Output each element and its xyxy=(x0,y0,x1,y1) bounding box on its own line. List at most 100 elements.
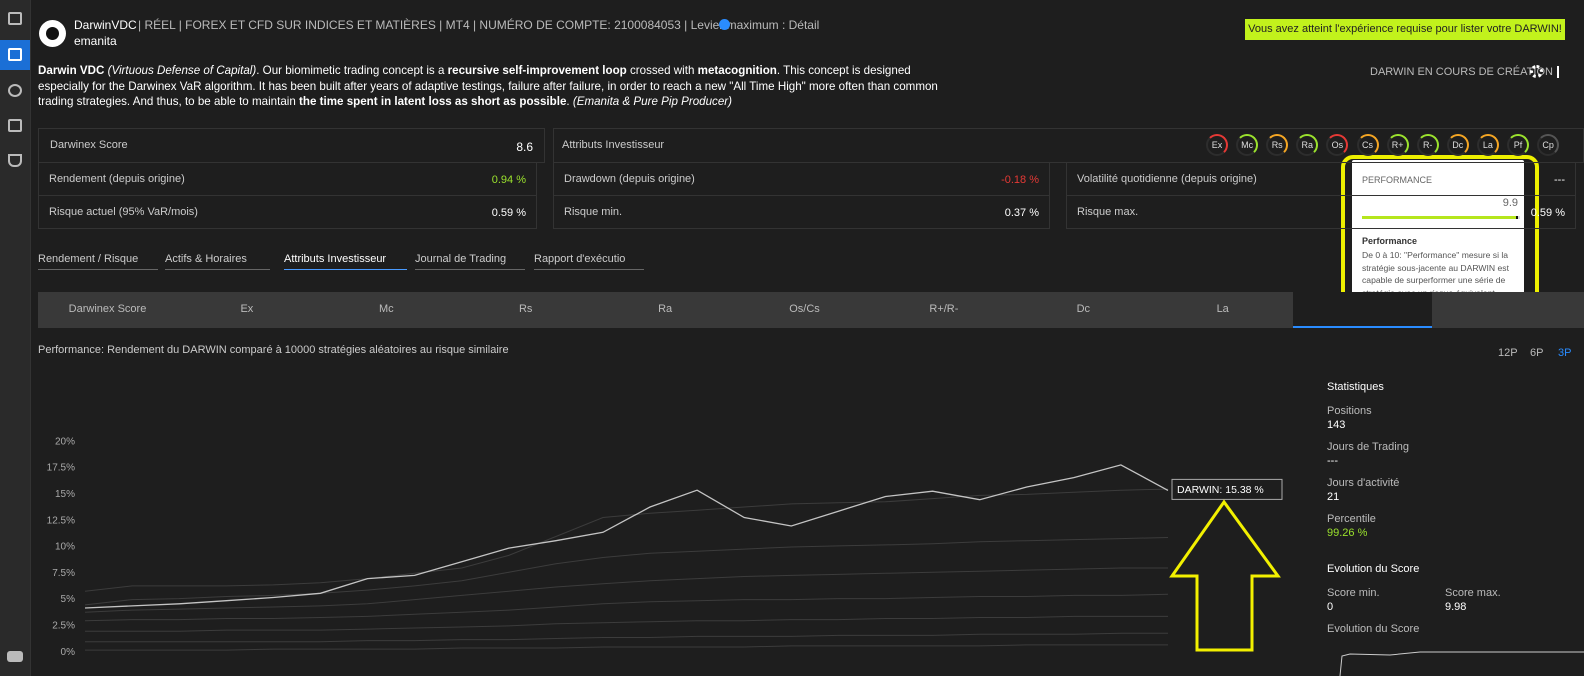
series-line xyxy=(84,464,1169,609)
attribute-badge[interactable]: La xyxy=(1476,134,1499,156)
stat-value: 0.94 % xyxy=(491,174,526,186)
stat-value: 21 xyxy=(1327,491,1340,503)
stat-value: 99.26 % xyxy=(1327,527,1368,539)
popup-title: PERFORMANCE xyxy=(1362,175,1433,185)
stat-value: 8.6 xyxy=(516,140,533,154)
sidebar xyxy=(0,0,31,676)
popup-value: 9.9 xyxy=(1502,197,1518,209)
attribute-badge[interactable]: Rs xyxy=(1266,134,1289,156)
settings-icon[interactable] xyxy=(1530,65,1543,78)
stat-label: Risque max. xyxy=(1077,206,1139,218)
stat-label: Darwinex Score xyxy=(50,139,128,151)
y-tick-label: 15% xyxy=(55,489,75,500)
tab[interactable]: Rendement / Risque xyxy=(38,253,158,270)
nav-icon[interactable] xyxy=(8,84,22,97)
stat-label: Rendement (depuis origine) xyxy=(49,173,185,185)
period-button[interactable]: 3P xyxy=(1558,347,1572,359)
chart-title: Performance: Rendement du DARWIN comparé… xyxy=(38,344,509,356)
attribute-label: Ex xyxy=(1211,140,1223,150)
stat-value: 0.59 % xyxy=(1530,207,1565,219)
stat-value: 143 xyxy=(1327,419,1346,431)
description-segment: recursive self-improvement loop xyxy=(447,64,627,77)
attribute-label: Mc xyxy=(1241,140,1254,150)
attribute-badge[interactable]: Pf xyxy=(1507,134,1529,156)
stat-label: Evolution du Score xyxy=(1327,623,1420,635)
user-name: emanita xyxy=(74,34,117,48)
subtab[interactable]: Ra xyxy=(658,303,673,315)
stat-label: Percentile xyxy=(1327,513,1376,525)
score-bar xyxy=(1362,216,1519,219)
attribute-label: Rs xyxy=(1271,140,1283,150)
stat-label: Jours d'activité xyxy=(1327,477,1400,489)
subtab[interactable]: Dc xyxy=(1076,303,1091,315)
series-line xyxy=(84,537,1169,606)
tab[interactable]: Attributs Investisseur xyxy=(284,253,407,270)
period-button[interactable]: 6P xyxy=(1530,347,1544,359)
subtab[interactable]: Mc xyxy=(378,303,394,315)
attribute-badge[interactable]: R- xyxy=(1416,134,1439,156)
nav-icon[interactable] xyxy=(8,12,22,25)
tab[interactable]: Journal de Trading xyxy=(415,253,525,270)
arrow-annotation xyxy=(1169,499,1281,652)
stat-value: --- xyxy=(1327,455,1338,467)
info-icon[interactable] xyxy=(719,19,730,30)
attribute-badge[interactable]: Ex xyxy=(1206,134,1228,156)
tab[interactable]: Actifs & Horaires xyxy=(165,253,270,270)
description: Darwin VDC (Virtuous Defense of Capital)… xyxy=(38,63,943,110)
attribute-label: Dc xyxy=(1452,140,1464,150)
stat-value: 0 xyxy=(1327,601,1334,613)
stat-label: Volatilité quotidienne (depuis origine) xyxy=(1077,173,1257,185)
stat-value: --- xyxy=(1554,174,1565,186)
nav-icon[interactable] xyxy=(8,119,22,132)
popup-heading: Performance xyxy=(1362,236,1418,246)
attribute-badge[interactable]: Cs xyxy=(1356,134,1379,156)
description-segment: . xyxy=(566,95,573,108)
share-icon[interactable] xyxy=(1557,66,1567,78)
annotation: DARWIN: 15.38 % xyxy=(1177,484,1264,496)
attribute-badge[interactable]: Cp xyxy=(1537,134,1560,156)
stat-label: Risque min. xyxy=(564,206,623,218)
period-button[interactable]: 12P xyxy=(1498,347,1518,359)
series-line xyxy=(84,593,1169,622)
stat-label: Risque actuel (95% VaR/mois) xyxy=(49,206,198,218)
y-tick-label: 5% xyxy=(61,594,76,605)
series-line xyxy=(85,644,1168,651)
y-tick-label: 0% xyxy=(61,647,76,658)
y-tick-label: 2.5% xyxy=(52,621,75,632)
description-segment: (Emanita & Pure Pip Producer) xyxy=(572,95,733,108)
stat-cell xyxy=(553,195,1050,229)
attribute-label: Pf xyxy=(1513,140,1523,150)
attribute-badge[interactable]: Ra xyxy=(1296,134,1319,156)
attribute-label: R+ xyxy=(1391,140,1404,150)
attribute-badge[interactable]: Mc xyxy=(1236,134,1259,156)
subtab[interactable]: Ex xyxy=(240,303,254,315)
subtab[interactable]: Os/Cs xyxy=(789,303,820,315)
account-details: | RÉEL | FOREX ET CFD SUR INDICES ET MAT… xyxy=(138,18,820,32)
nav-active[interactable] xyxy=(0,40,30,70)
description-segment: the time spent in latent loss as short a… xyxy=(299,95,567,108)
attribute-label: Cp xyxy=(1542,140,1554,150)
stat-value: 0.59 % xyxy=(491,207,526,219)
attribute-label: La xyxy=(1482,140,1493,150)
subtab[interactable]: La xyxy=(1216,303,1229,315)
attribute-badge[interactable]: Os xyxy=(1326,134,1349,156)
subtab[interactable]: Darwinex Score xyxy=(68,303,147,315)
attribute-badge[interactable]: Dc xyxy=(1446,134,1469,156)
nav-icon[interactable] xyxy=(7,651,23,662)
attribute-label: Ra xyxy=(1301,140,1314,150)
series-line xyxy=(85,615,1168,632)
series-line xyxy=(85,632,1168,643)
subtab[interactable]: R+/R- xyxy=(929,303,959,315)
stat-cell xyxy=(1066,195,1576,229)
subtab[interactable]: Rs xyxy=(518,303,533,315)
avatar xyxy=(39,20,66,47)
description-segment: crossed with xyxy=(626,64,698,77)
attribute-badge[interactable]: R+ xyxy=(1386,134,1409,156)
darwin-status: DARWIN EN COURS DE CRÉATION xyxy=(1370,66,1553,78)
stat-label: Score max. xyxy=(1445,587,1501,599)
stat-cell xyxy=(38,195,537,229)
nav-icon[interactable] xyxy=(8,154,22,167)
tab[interactable]: Rapport d'exécutio xyxy=(534,253,644,270)
